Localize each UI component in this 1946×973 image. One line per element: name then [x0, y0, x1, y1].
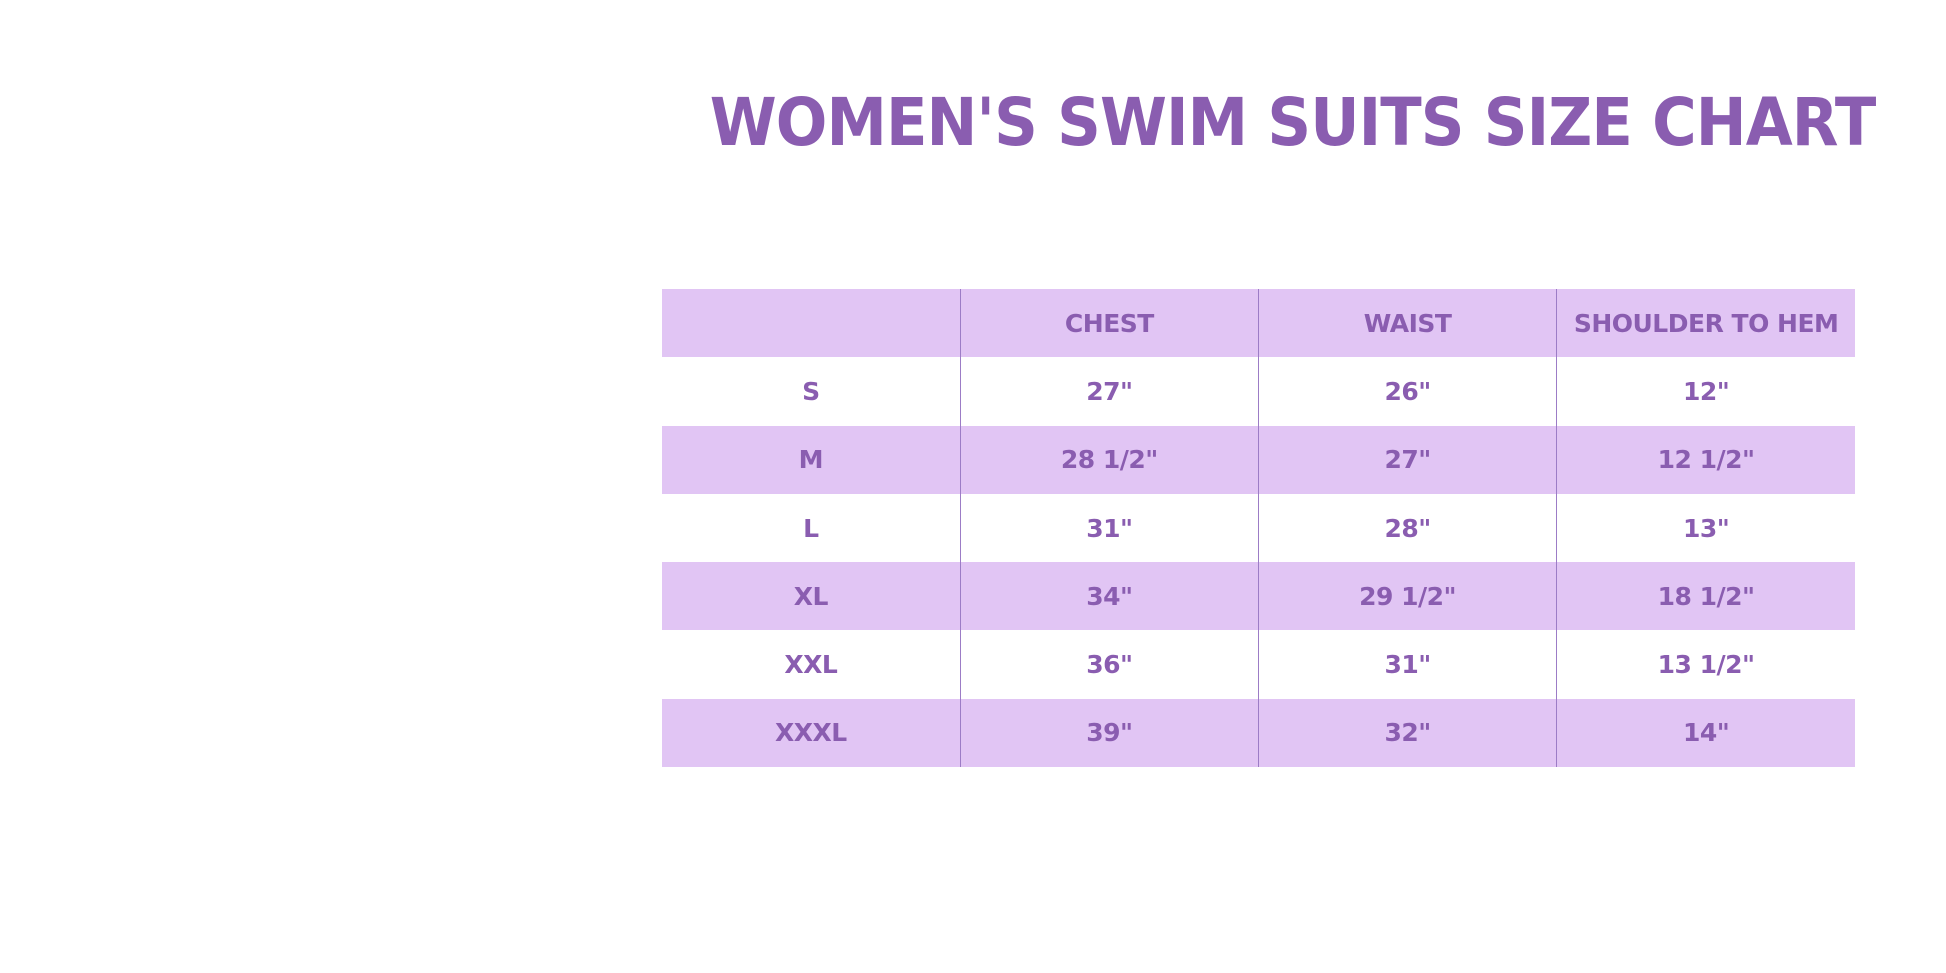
- measure-cell: 29 1/2": [1257, 562, 1557, 631]
- measure-cell: 18 1/2": [1556, 562, 1855, 631]
- measure-cell: 12 1/2": [1556, 425, 1855, 494]
- size-cell: S: [802, 376, 820, 406]
- header-row: CHEST WAIST SHOULDER TO HEM: [662, 289, 1855, 358]
- measure-cell: 31": [959, 493, 1259, 563]
- measure-cell: 12": [1556, 357, 1855, 426]
- measure-cell: 27": [959, 357, 1259, 426]
- table-row: XL 34" 29 1/2" 18 1/2": [662, 562, 1855, 631]
- measure-cell: 31": [1257, 630, 1557, 699]
- table-row: L 31" 28" 13": [662, 493, 1855, 563]
- size-cell: L: [803, 513, 819, 543]
- measure-cell: 28": [1257, 493, 1557, 563]
- size-cell: XL: [793, 581, 829, 611]
- measure-cell: 39": [959, 698, 1259, 768]
- measure-cell: 34": [959, 562, 1259, 631]
- table-row: XXL 36" 31" 13 1/2": [662, 630, 1855, 699]
- size-cell: XXL: [784, 650, 838, 680]
- title: WOMEN'S SWIM SUITS SIZE CHART: [709, 84, 1877, 161]
- header-cell: [662, 289, 960, 357]
- measure-cell: 26": [1257, 357, 1557, 426]
- header-cell: WAIST: [1257, 289, 1557, 358]
- table-body: CHEST WAIST SHOULDER TO HEM S 27" 26" 12" M 28 1…: [662, 289, 1855, 768]
- measure-cell: 32": [1257, 698, 1557, 768]
- measure-cell: 28 1/2": [959, 425, 1259, 494]
- measure-cell: 14": [1556, 698, 1855, 768]
- measure-cell: 36": [959, 630, 1259, 699]
- table-row: M 28 1/2" 27" 12 1/2": [662, 425, 1855, 494]
- size-cell: XXXL: [774, 718, 847, 748]
- measure-cell: 13 1/2": [1556, 630, 1855, 699]
- measure-cell: 27": [1257, 425, 1557, 494]
- size-cell: M: [798, 445, 824, 475]
- header-cell: CHEST: [959, 289, 1259, 358]
- header-cell: SHOULDER TO HEM: [1556, 289, 1855, 358]
- table-row: XXXL 39" 32" 14": [662, 698, 1855, 768]
- size-table: CHEST WAIST SHOULDER TO HEM S 27" 26" 12" M 28 1…: [662, 289, 1855, 768]
- measure-cell: 13": [1556, 493, 1855, 563]
- table-row: S 27" 26" 12": [662, 357, 1855, 426]
